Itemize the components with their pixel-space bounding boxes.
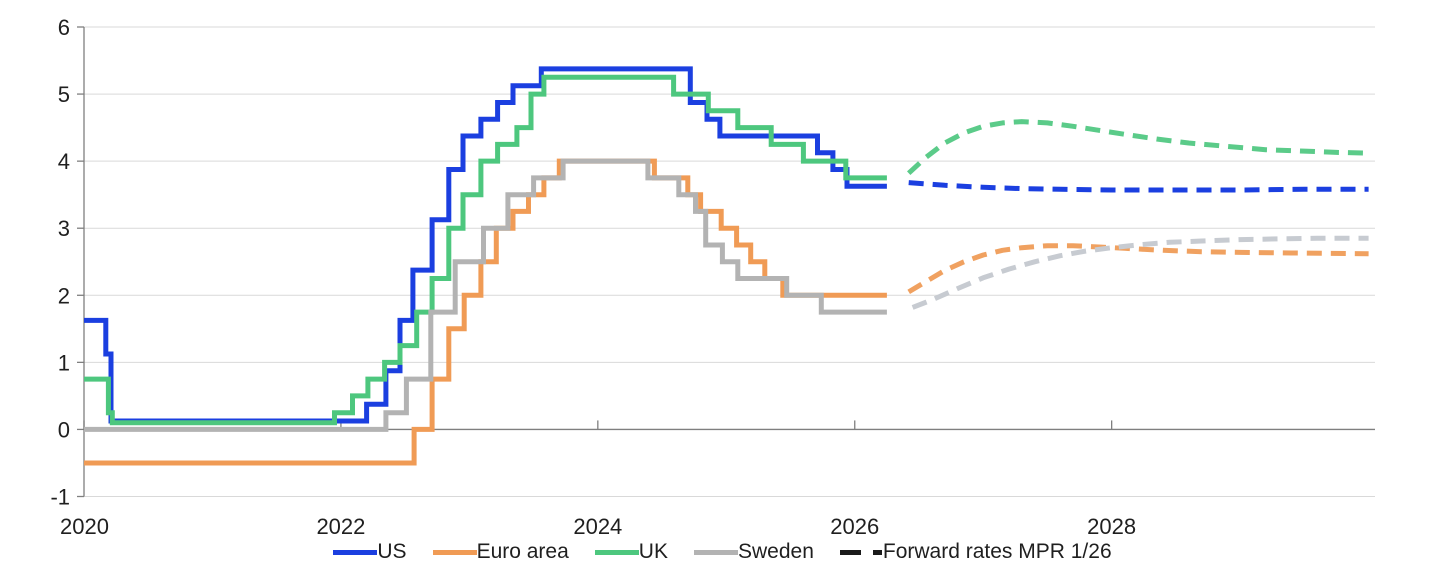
chart-legend: US Euro area UK Sweden Forward rates MPR…: [0, 540, 1445, 564]
series: [84, 66, 1369, 466]
series-sweden: [84, 158, 887, 432]
legend-item-sweden: Sweden: [693, 540, 814, 564]
y-axis: [77, 26, 85, 498]
legend-swatch-euro-area: [432, 549, 477, 555]
legend-item-us: US: [333, 540, 407, 564]
y-tick-label-1: 1: [58, 350, 70, 375]
legend-item-euro-area: Euro area: [432, 540, 569, 564]
x-tick-label-2024: 2024: [573, 514, 622, 539]
legend-label-uk: UK: [638, 540, 668, 563]
axis-labels: -1 0 1 2 3 4 5 6 2020 2022 2024 2026 2028: [50, 15, 1136, 539]
y-tick-label-0: 0: [58, 417, 70, 442]
x-tick-label-2022: 2022: [316, 514, 365, 539]
y-tick-label-4: 4: [58, 149, 70, 174]
series-uk-forward-rates-mpr-1-26: [907, 119, 1369, 176]
legend-label-forward-rates: Forward rates MPR 1/26: [882, 540, 1112, 563]
series-sweden-forward-rates-mpr-1-26: [911, 235, 1369, 310]
series-euro-area: [84, 158, 887, 466]
legend-label-sweden: Sweden: [737, 540, 814, 563]
y-tick-label-2: 2: [58, 283, 70, 308]
legend-swatch-us: [333, 549, 378, 555]
y-tick-label--1: -1: [50, 485, 70, 510]
y-tick-label-5: 5: [58, 82, 70, 107]
x-tick-label-2020: 2020: [60, 514, 109, 539]
legend-dash-short: [872, 549, 882, 555]
legend-dash-long: [839, 549, 861, 555]
legend-label-us: US: [377, 540, 407, 563]
legend-label-euro-area: Euro area: [476, 540, 569, 563]
legend-swatch-forward-rates: [839, 549, 883, 555]
series-us-forward-rates-mpr-1-26: [908, 180, 1369, 193]
legend-item-uk: UK: [594, 540, 668, 564]
legend-swatch-uk: [594, 549, 639, 555]
x-tick-label-2028: 2028: [1087, 514, 1136, 539]
y-tick-label-6: 6: [58, 15, 70, 40]
series-uk: [84, 74, 887, 426]
gridlines: [84, 26, 1375, 497]
series-euro-area-forward-rates-mpr-1-26: [907, 243, 1369, 295]
legend-item-forward-rates: Forward rates MPR 1/26: [839, 540, 1112, 564]
legend-swatch-sweden: [693, 549, 738, 555]
x-tick-label-2026: 2026: [830, 514, 879, 539]
y-tick-label-3: 3: [58, 216, 70, 241]
